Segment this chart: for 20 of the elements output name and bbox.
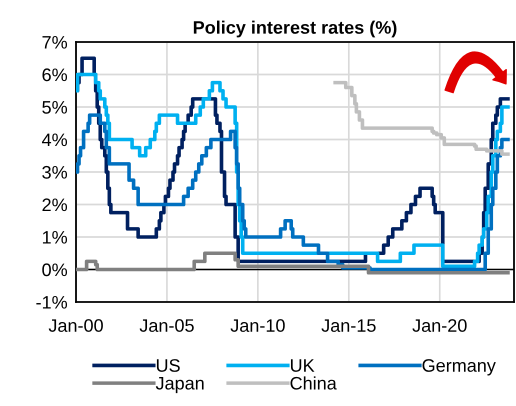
y-tick-label: 4% — [42, 134, 68, 146]
legend-label: Japan — [156, 377, 204, 394]
y-tick-label: 6% — [42, 68, 68, 82]
y-tick-label: 1% — [42, 231, 68, 244]
x-tick-label: Jan-10 — [230, 319, 285, 332]
legend-label: UK — [290, 359, 314, 372]
x-tick-label: Jan-15 — [321, 319, 376, 332]
y-tick-label: 5% — [42, 101, 68, 114]
x-tick-label: Jan-05 — [140, 319, 194, 332]
y-tick-label: 3% — [42, 166, 68, 179]
x-tick-label: Jan-20 — [412, 319, 467, 332]
legend-label: US — [156, 359, 180, 372]
x-tick-label: Jan-00 — [48, 319, 103, 332]
y-tick-label: 0% — [42, 263, 68, 276]
legend-label: China — [290, 376, 337, 390]
y-tick-label: 2% — [42, 198, 68, 212]
legend-label: Germany — [422, 359, 496, 376]
y-tick-label: 7% — [42, 36, 68, 49]
chart-title: Policy interest rates (%) — [194, 20, 396, 38]
y-tick-label: -1% — [36, 296, 68, 309]
